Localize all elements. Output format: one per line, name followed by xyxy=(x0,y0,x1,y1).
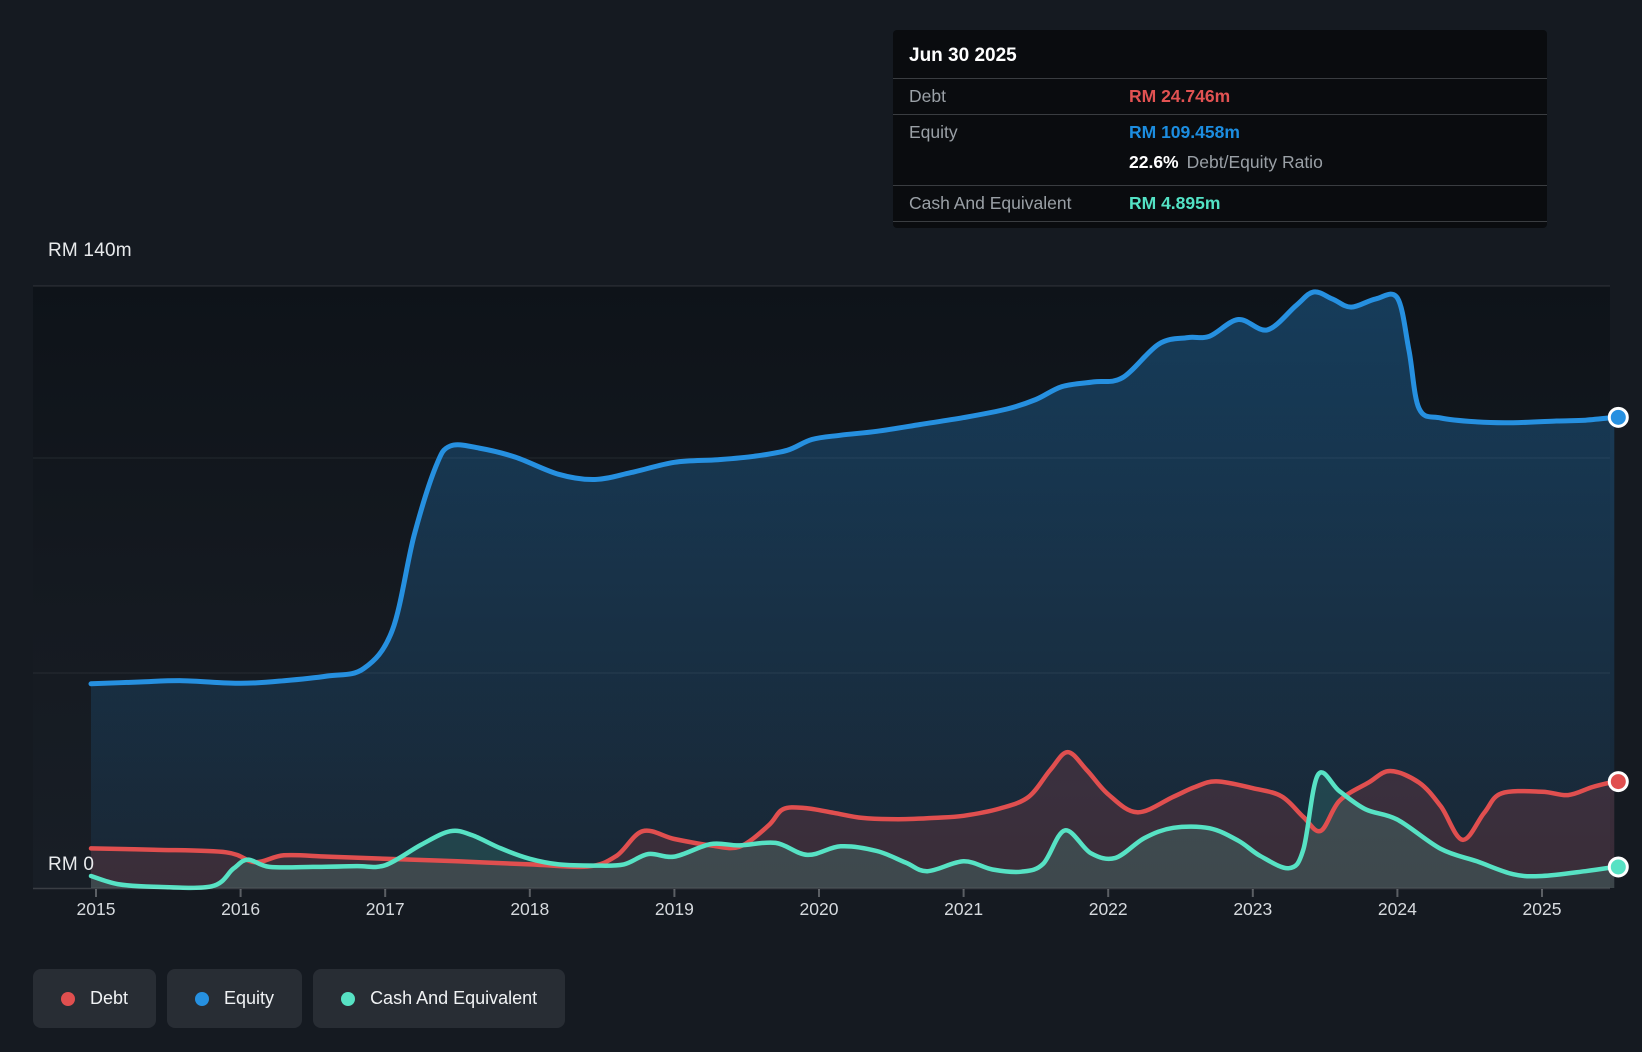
tooltip-ratio-value: 22.6% xyxy=(1129,152,1179,172)
x-axis-label-2022: 2022 xyxy=(1088,899,1128,919)
chart-legend: Debt Equity Cash And Equivalent xyxy=(33,969,566,1028)
cash-and-equivalent-end-marker xyxy=(1607,856,1629,878)
x-axis-label-2019: 2019 xyxy=(654,899,694,919)
x-axis-label-2021: 2021 xyxy=(944,899,984,919)
legend-debt-label: Debt xyxy=(90,988,129,1008)
tooltip-ratio-row: 22.6% Debt/Equity Ratio xyxy=(893,150,1547,185)
equity-dot-icon xyxy=(195,991,210,1006)
tooltip-cash-row: Cash And Equivalent RM 4.895m xyxy=(893,185,1547,222)
x-axis-label-2016: 2016 xyxy=(221,899,261,919)
cash-area xyxy=(91,772,1615,888)
tooltip-equity-value: RM 109.458m xyxy=(1129,122,1240,142)
tooltip-debt-label: Debt xyxy=(909,86,946,106)
x-axis-label-2020: 2020 xyxy=(799,899,839,919)
debt-end-marker xyxy=(1607,771,1629,793)
tooltip-ratio-label: Debt/Equity Ratio xyxy=(1186,152,1323,172)
tooltip-cash-value: RM 4.895m xyxy=(1129,193,1221,213)
x-axis-label-2023: 2023 xyxy=(1233,899,1273,919)
legend-equity-label: Equity xyxy=(224,988,275,1008)
tooltip-debt-value: RM 24.746m xyxy=(1129,86,1231,106)
x-axis-label-2025: 2025 xyxy=(1522,899,1562,919)
debt-line xyxy=(88,749,1617,870)
cash-line xyxy=(88,770,1617,891)
equity-end-marker xyxy=(1607,406,1629,428)
cash-dot-icon xyxy=(341,991,356,1006)
tooltip-date: Jun 30 2025 xyxy=(909,45,1017,66)
x-axis-label-2018: 2018 xyxy=(510,899,550,919)
chart-tooltip: Jun 30 2025 Debt RM 24.746m Equity RM 10… xyxy=(893,30,1547,228)
legend-item-cash[interactable]: Cash And Equivalent xyxy=(313,969,566,1028)
legend-item-debt[interactable]: Debt xyxy=(33,969,157,1028)
y-axis-max-label: RM 140m xyxy=(48,240,132,261)
equity-area xyxy=(91,291,1615,889)
x-axis-label-2015: 2015 xyxy=(76,899,116,919)
tooltip-equity-row: Equity RM 109.458m xyxy=(893,114,1547,150)
tooltip-debt-row: Debt RM 24.746m xyxy=(893,78,1547,114)
legend-item-equity[interactable]: Equity xyxy=(167,969,303,1028)
x-axis-label-2024: 2024 xyxy=(1377,899,1417,919)
debt-dot-icon xyxy=(61,991,75,1006)
x-axis-label-2017: 2017 xyxy=(365,899,405,919)
tooltip-cash-label: Cash And Equivalent xyxy=(909,193,1072,213)
y-axis-min-label: RM 0 xyxy=(48,854,95,875)
equity-line xyxy=(88,289,1617,687)
legend-cash-label: Cash And Equivalent xyxy=(370,988,538,1008)
tooltip-equity-label: Equity xyxy=(909,122,958,142)
